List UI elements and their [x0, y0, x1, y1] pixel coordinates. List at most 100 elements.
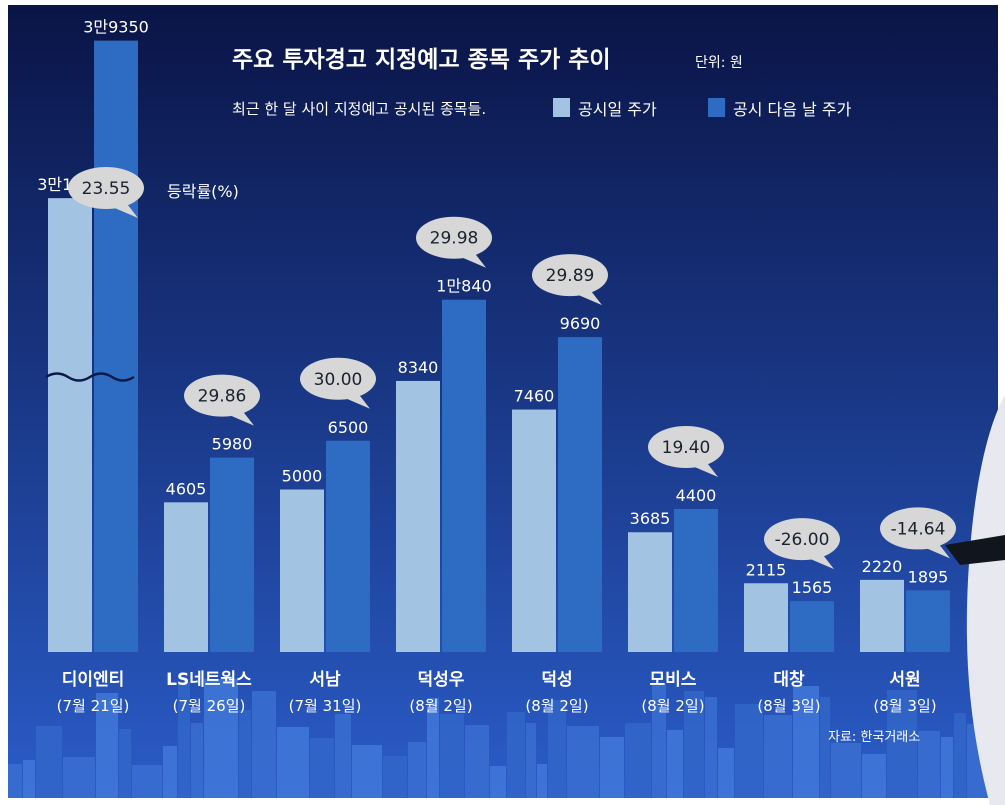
bar-after [558, 337, 602, 652]
skyline-building [548, 700, 566, 798]
change-bubble [300, 357, 376, 400]
category-label: 모비스 [650, 670, 697, 690]
skyline-building [954, 713, 966, 798]
unit-label: 단위: 원 [695, 55, 743, 71]
change-bubble-tail [458, 249, 486, 268]
change-rate-value: 29.89 [546, 266, 595, 286]
skyline-building [36, 726, 62, 798]
skyline-building [8, 764, 22, 798]
category-date: (8월 3일) [757, 697, 820, 715]
category-label: 덕성 [541, 670, 572, 690]
bar-after [442, 299, 486, 652]
value-label-after: 1565 [792, 578, 833, 597]
skyline-building [918, 731, 940, 798]
bar-before [396, 380, 440, 652]
skyline-building [625, 723, 651, 798]
bar-before [512, 409, 556, 652]
axis-break-mark [45, 372, 135, 382]
value-label-after: 5980 [212, 435, 253, 454]
skyline-building [490, 766, 506, 798]
skyline-building [764, 715, 792, 798]
skyline-building [465, 725, 489, 798]
value-label-after: 3만9350 [83, 18, 149, 37]
chart-subtitle: 최근 한 달 사이 지정예고 공시된 종목들. [232, 100, 486, 118]
skyline-building [667, 730, 683, 798]
value-label-before: 2220 [862, 557, 903, 576]
value-label-before: 5000 [282, 467, 323, 486]
value-label-after: 6500 [328, 418, 369, 437]
change-rate-label: 등락률(%) [167, 182, 239, 201]
figure-decoration [945, 535, 1005, 565]
category-label: 대창 [773, 670, 805, 690]
skyline-building [310, 738, 334, 798]
skyline-building [191, 723, 203, 798]
value-label-after: 1895 [908, 567, 949, 586]
skyline-building [831, 743, 861, 798]
change-rate-value: 30.00 [314, 370, 363, 390]
chart-title: 주요 투자경고 지정예고 종목 주가 추이 [232, 47, 611, 73]
legend-label-after: 공시 다음 날 주가 [733, 100, 852, 119]
category-label: 서원 [889, 670, 920, 690]
skyline-building [163, 746, 177, 798]
category-date: (7월 21일) [57, 697, 130, 715]
change-bubble-tail [110, 200, 138, 218]
legend-swatch-before [553, 98, 570, 117]
skyline-building [23, 760, 35, 798]
skyline-building [252, 691, 276, 798]
skyline-building [96, 693, 118, 798]
value-label-after: 9690 [560, 314, 601, 333]
category-date: (7월 26일) [173, 697, 246, 715]
city-skyline [8, 679, 998, 798]
change-rate-value: 29.86 [198, 387, 247, 407]
skyline-building [735, 704, 763, 798]
value-label-after: 1만840 [436, 277, 491, 296]
bar-before [860, 579, 904, 652]
legend-swatch-after [708, 98, 725, 117]
bar-before [48, 198, 92, 652]
skyline-building [537, 764, 547, 798]
skyline-building [119, 729, 131, 798]
bar-after [790, 601, 834, 652]
value-label-before: 2115 [746, 560, 787, 579]
source-note: 자료: 한국거래소 [828, 730, 920, 745]
category-label: 덕성우 [418, 670, 465, 690]
change-rate-value: -14.64 [891, 519, 946, 539]
change-bubble [764, 518, 840, 561]
skyline-building [507, 712, 525, 798]
category-label: 서남 [309, 670, 341, 690]
change-bubble-tail [226, 407, 254, 426]
value-label-before: 3685 [630, 509, 671, 528]
skyline-building [941, 737, 953, 798]
skyline-building [408, 742, 426, 798]
value-label-before: 4605 [166, 479, 207, 498]
change-bubble-tail [922, 540, 950, 559]
skyline-building [132, 765, 162, 798]
skyline-building [684, 691, 704, 798]
skyline-building [427, 698, 439, 798]
category-label: 디이엔티 [62, 670, 125, 690]
chart-background [8, 5, 998, 798]
bar-after [94, 40, 138, 652]
bar-after [674, 509, 718, 652]
category-label: LS네트웍스 [166, 670, 252, 690]
change-bubble [416, 216, 492, 259]
skyline-building [526, 723, 536, 798]
skyline-building [239, 710, 251, 798]
value-label-before: 8340 [398, 358, 439, 377]
skyline-building [335, 714, 351, 798]
change-bubble-tail [690, 459, 718, 477]
skyline-building [705, 697, 717, 798]
skyline-building [352, 745, 382, 798]
change-bubble [648, 426, 724, 468]
skyline-building [793, 686, 819, 798]
globe-decoration [966, 395, 1005, 805]
skyline-building [383, 756, 407, 798]
skyline-building [600, 737, 624, 798]
bar-before [164, 502, 208, 652]
value-label-after: 4400 [676, 486, 717, 505]
skyline-building [862, 754, 886, 798]
skyline-building [277, 727, 309, 798]
skyline-building [204, 679, 238, 798]
